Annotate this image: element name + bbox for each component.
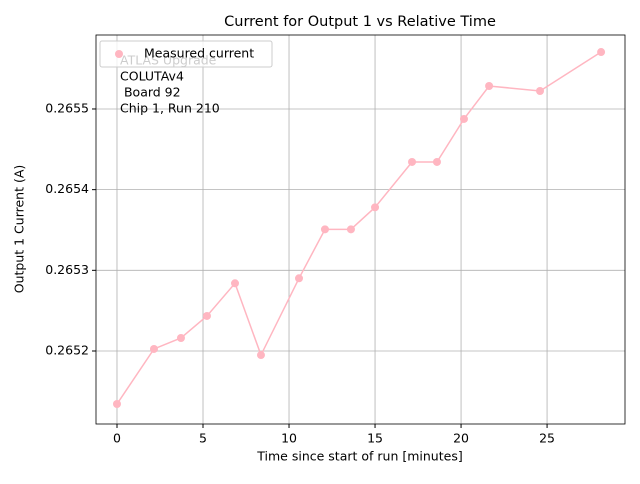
chart-title: Current for Output 1 vs Relative Time bbox=[224, 14, 496, 30]
y-tick-label: 0.2654 bbox=[45, 181, 89, 196]
legend-box bbox=[99, 40, 273, 68]
data-point bbox=[459, 114, 468, 123]
data-point bbox=[112, 399, 121, 408]
data-line bbox=[116, 51, 602, 405]
legend-label: Measured current bbox=[144, 46, 254, 61]
data-point bbox=[176, 334, 185, 343]
y-tick-label: 0.2653 bbox=[45, 262, 89, 277]
annotation: Chip 1, Run 210 bbox=[120, 101, 220, 116]
data-point bbox=[432, 157, 441, 166]
data-point bbox=[231, 279, 240, 288]
x-tick-label: 0 bbox=[113, 431, 121, 446]
data-point bbox=[256, 351, 265, 360]
data-point bbox=[485, 81, 494, 90]
x-axis-label: Time since start of run [minutes] bbox=[256, 449, 462, 464]
x-tick-label: 15 bbox=[367, 431, 383, 446]
data-point bbox=[320, 225, 329, 234]
data-point bbox=[202, 311, 211, 320]
data-point bbox=[536, 86, 545, 95]
y-axis-label: Output 1 Current (A) bbox=[12, 165, 27, 294]
x-tick-label: 10 bbox=[281, 431, 297, 446]
y-tick-label: 0.2652 bbox=[45, 342, 89, 357]
x-tick-label: 5 bbox=[199, 431, 207, 446]
x-tick-label: 25 bbox=[539, 431, 555, 446]
legend-marker bbox=[115, 50, 123, 58]
data-point bbox=[346, 225, 355, 234]
data-point bbox=[408, 157, 417, 166]
x-tick-label: 20 bbox=[453, 431, 469, 446]
data-point bbox=[371, 203, 380, 212]
data-point bbox=[149, 344, 158, 353]
annotation: COLUTAv4 bbox=[120, 69, 184, 84]
y-tick-label: 0.2655 bbox=[45, 100, 89, 115]
data-point bbox=[597, 48, 606, 57]
plot-frame bbox=[95, 34, 626, 425]
annotation: Board 92 bbox=[120, 85, 181, 100]
data-point bbox=[294, 274, 303, 283]
